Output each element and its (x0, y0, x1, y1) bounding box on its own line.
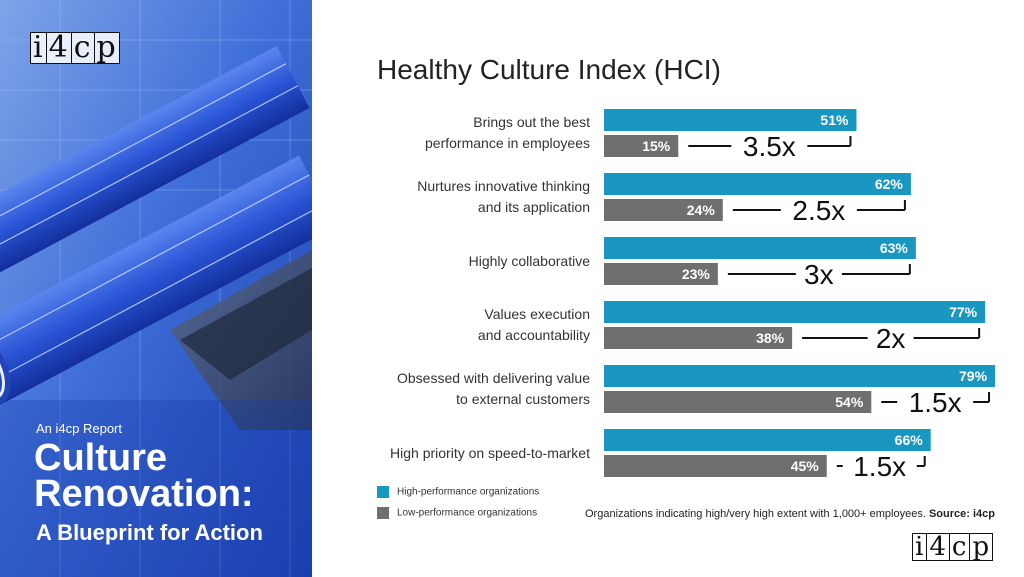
category-label: Nurtures innovative thinking (417, 178, 590, 194)
footnote-source: Source: i4cp (928, 508, 995, 520)
footnote-text: Organizations indicating high/very high … (585, 508, 926, 520)
bar-high-label: 62% (875, 176, 904, 192)
report-kicker: An i4cp Report (36, 421, 122, 436)
bar-low (604, 327, 793, 349)
bar-high (604, 109, 857, 131)
category-label: and accountability (478, 327, 590, 343)
bar-low-label: 38% (756, 330, 785, 346)
bar-low (604, 391, 872, 413)
report-title: Culture Renovation: (34, 437, 254, 515)
legend-swatch-low (377, 507, 389, 519)
bar-high-label: 51% (820, 112, 849, 128)
bar-high (604, 237, 916, 259)
multiplier-label: 1.5x (909, 387, 962, 418)
bar-high-label: 79% (959, 368, 988, 384)
bar-low-label: 15% (642, 138, 671, 154)
category-label: performance in employees (425, 135, 590, 151)
legend-label-high: High-performance organizations (397, 486, 540, 498)
report-subtitle: A Blueprint for Action (36, 520, 263, 545)
legend-swatch-high (377, 486, 389, 498)
hci-bar-chart: Brings out the best performance in employ… (390, 109, 996, 480)
chart-footnote: Organizations indicating high/very high … (585, 508, 995, 520)
legend-high: High-performance organizations (377, 486, 539, 498)
bar-high-label: 77% (949, 304, 978, 320)
bar-low-label: 54% (835, 394, 864, 410)
multiplier-label: 3x (804, 259, 834, 290)
bar-low-label: 23% (682, 266, 711, 282)
multiplier-label: 1.5x (853, 451, 906, 480)
bar-low-label: 45% (791, 458, 820, 474)
bar-high (604, 173, 911, 195)
bar-high-label: 66% (895, 432, 924, 448)
category-label: Brings out the best (473, 114, 590, 130)
multiplier-label: 3.5x (743, 131, 796, 162)
bar-high (604, 365, 996, 387)
category-label: and its application (478, 199, 590, 215)
legend-label-low: Low-performance organizations (397, 507, 538, 519)
category-label: Highly collaborative (469, 253, 591, 269)
bar-low (604, 135, 679, 157)
category-label: Values execution (484, 306, 590, 322)
bar-low-label: 24% (687, 202, 716, 218)
category-label: Obsessed with delivering value (397, 370, 590, 386)
bar-high (604, 301, 986, 323)
bar-low (604, 263, 718, 285)
bar-low (604, 455, 827, 477)
multiplier-label: 2.5x (792, 195, 845, 226)
multiplier-label: 2x (876, 323, 906, 354)
bar-low (604, 199, 723, 221)
bar-high (604, 429, 931, 451)
chart-title: Healthy Culture Index (HCI) (377, 54, 721, 85)
bar-high-label: 63% (880, 240, 909, 256)
blueprint-illustration (0, 0, 312, 577)
legend-low: Low-performance organizations (377, 507, 537, 519)
category-label: to external customers (456, 391, 590, 407)
category-label: High priority on speed-to-market (390, 445, 590, 461)
